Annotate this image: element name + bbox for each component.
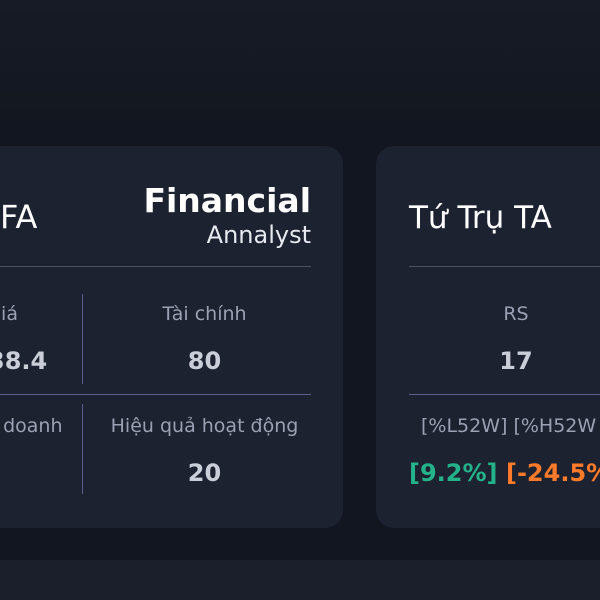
metric-efficiency-label: Hiệu quả hoạt động	[110, 415, 299, 437]
brand-subtitle: Annalyst	[206, 221, 311, 249]
fa-score-card[interactable]: FA Financial Annalyst giá 38.4 Tài chính…	[0, 146, 343, 528]
brand-name: Financial	[143, 181, 311, 220]
financial-analyst-brand: Financial Annalyst	[143, 182, 311, 250]
metric-finance-value: 80	[187, 347, 222, 375]
footer-panel	[0, 560, 600, 600]
metric-rs-value: 17	[499, 347, 533, 375]
fa-grid-vertical-divider-bottom	[82, 404, 83, 494]
fa-header-divider	[0, 266, 311, 267]
ta-card-title: Tứ Trụ TA	[409, 200, 552, 236]
metric-efficiency-value: 20	[187, 459, 222, 487]
metric-rs-label: RS	[503, 303, 529, 325]
header-background	[0, 0, 600, 120]
metric-business-label: h doanh	[0, 415, 63, 437]
fa-grid-vertical-divider-top	[82, 294, 83, 384]
pct-from-52w-high: [-24.5%	[506, 459, 600, 487]
ta-score-card[interactable]: Tứ Trụ TA RS 17 [%L52W] [%H52W [9.2%] [-…	[376, 146, 600, 528]
ta-grid-horizontal-divider	[409, 394, 600, 395]
metric-finance-label: Tài chính	[162, 303, 247, 325]
metric-valuation-label: giá	[0, 303, 18, 325]
fa-card-title: FA	[0, 198, 38, 236]
metric-valuation-value: 38.4	[0, 347, 48, 375]
fa-grid-horizontal-divider	[0, 394, 311, 395]
range-52w-labels: [%L52W] [%H52W	[421, 415, 597, 437]
pct-from-52w-low: [9.2%]	[409, 459, 498, 487]
ta-header-divider	[409, 266, 600, 267]
